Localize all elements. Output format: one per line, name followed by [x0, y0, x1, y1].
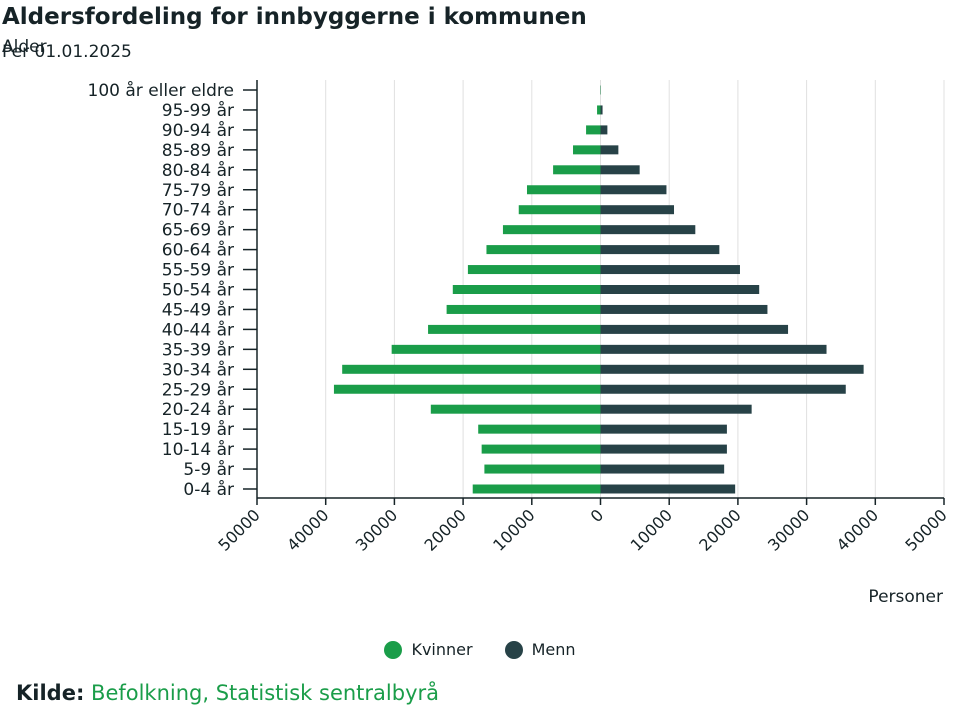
bar-kvinner — [391, 344, 601, 354]
y-tick-label: 0-4 år — [183, 479, 234, 500]
axes: 50000 40000 30000 20000 10000 0 10000 20000 3000… — [88, 80, 951, 555]
y-tick-label: 85-89 år — [162, 140, 234, 161]
source-line: Kilde: Befolkning, Statistisk sentralbyr… — [16, 681, 439, 705]
x-tick-label: 20000 — [420, 505, 469, 554]
legend-item-kvinner[interactable]: Kvinner — [384, 640, 473, 659]
bar-kvinner — [472, 484, 601, 494]
y-tick-label: 40-44 år — [162, 319, 234, 340]
bar-menn — [600, 105, 603, 115]
x-tick-label: 40000 — [833, 505, 882, 554]
legend-label-kvinner: Kvinner — [411, 640, 473, 659]
bar-menn — [600, 364, 864, 374]
legend-label-menn: Menn — [531, 640, 576, 659]
bar-menn — [600, 285, 760, 294]
bar-kvinner — [467, 265, 601, 275]
y-tick-label: 45-49 år — [162, 299, 234, 320]
y-tick-label: 20-24 år — [162, 399, 234, 420]
x-tick-label: 0 — [587, 505, 608, 526]
bar-kvinner — [342, 364, 601, 374]
bar-menn — [600, 145, 619, 155]
bar-menn — [600, 384, 846, 394]
bar-menn — [600, 324, 789, 334]
bar-kvinner — [586, 125, 601, 135]
bar-menn — [600, 225, 696, 235]
y-tick-label: 25-29 år — [162, 379, 234, 400]
bar-kvinner — [446, 304, 601, 314]
bar-kvinner — [430, 404, 601, 414]
y-tick-label: 80-84 år — [162, 160, 234, 181]
y-tick-label: 95-99 år — [162, 100, 234, 121]
bar-menn — [600, 185, 667, 195]
bar-menn — [600, 444, 727, 454]
bar-kvinner — [526, 185, 601, 195]
bar-kvinner — [553, 165, 601, 175]
bar-menn — [600, 205, 675, 215]
bar-kvinner — [502, 225, 601, 235]
bar-menn — [600, 404, 752, 414]
bar-menn — [600, 304, 768, 314]
x-axis-title: Personer — [868, 587, 943, 607]
x-tick-label: 30000 — [764, 505, 813, 554]
x-tick-label: 10000 — [489, 505, 538, 554]
y-tick-label: 75-79 år — [162, 180, 234, 201]
x-tick-label: 30000 — [352, 505, 401, 554]
x-tick-label: 40000 — [283, 505, 332, 554]
source-label: Kilde: — [16, 681, 85, 705]
bar-menn — [600, 344, 827, 354]
bar-kvinner — [573, 145, 601, 155]
bar-kvinner — [481, 444, 601, 454]
y-tick-label: 65-69 år — [162, 220, 234, 241]
bar-menn — [600, 125, 608, 135]
x-tick-label: 10000 — [627, 505, 676, 554]
y-tick-label: 60-64 år — [162, 240, 234, 261]
bars — [333, 85, 864, 494]
legend: Kvinner Menn — [0, 640, 960, 659]
page-title: Aldersfordeling for innbyggerne i kommun… — [2, 4, 587, 30]
bar-menn — [600, 165, 640, 175]
y-tick-label: 55-59 år — [162, 260, 234, 281]
y-tick-label: 15-19 år — [162, 419, 234, 440]
y-tick-label: 90-94 år — [162, 120, 234, 141]
y-axis-title: Alder — [2, 37, 47, 57]
y-tick-label: 50-54 år — [162, 280, 234, 301]
bar-menn — [600, 484, 736, 494]
legend-item-menn[interactable]: Menn — [504, 640, 576, 659]
bar-menn — [600, 265, 740, 275]
bar-menn — [600, 424, 727, 434]
source-link[interactable]: Befolkning, Statistisk sentralbyrå — [91, 681, 440, 705]
population-pyramid-chart: 50000 40000 30000 20000 10000 0 10000 20000 3000… — [88, 80, 951, 607]
bar-kvinner — [478, 424, 601, 434]
bar-kvinner — [518, 205, 601, 215]
x-tick-label: 50000 — [901, 505, 950, 554]
page-subtitle: Per 01.01.2025 — [2, 42, 132, 62]
bar-menn — [600, 464, 725, 474]
bar-kvinner — [452, 285, 601, 294]
y-tick-label: 10-14 år — [162, 439, 234, 460]
legend-marker-kvinner — [384, 640, 403, 659]
bar-kvinner — [428, 324, 601, 334]
y-tick-label: 100 år eller eldre — [88, 80, 234, 101]
bar-kvinner — [484, 464, 601, 474]
bar-kvinner — [597, 105, 601, 115]
bar-kvinner — [333, 384, 601, 394]
bar-kvinner — [486, 245, 601, 255]
x-tick-label: 20000 — [695, 505, 744, 554]
x-tick-label: 50000 — [214, 505, 263, 554]
legend-marker-menn — [504, 640, 523, 659]
y-tick-label: 30-34 år — [162, 359, 234, 380]
y-tick-label: 70-74 år — [162, 200, 234, 221]
bar-menn — [600, 245, 720, 255]
y-tick-label: 5-9 år — [183, 459, 234, 480]
y-tick-label: 35-39 år — [162, 339, 234, 360]
